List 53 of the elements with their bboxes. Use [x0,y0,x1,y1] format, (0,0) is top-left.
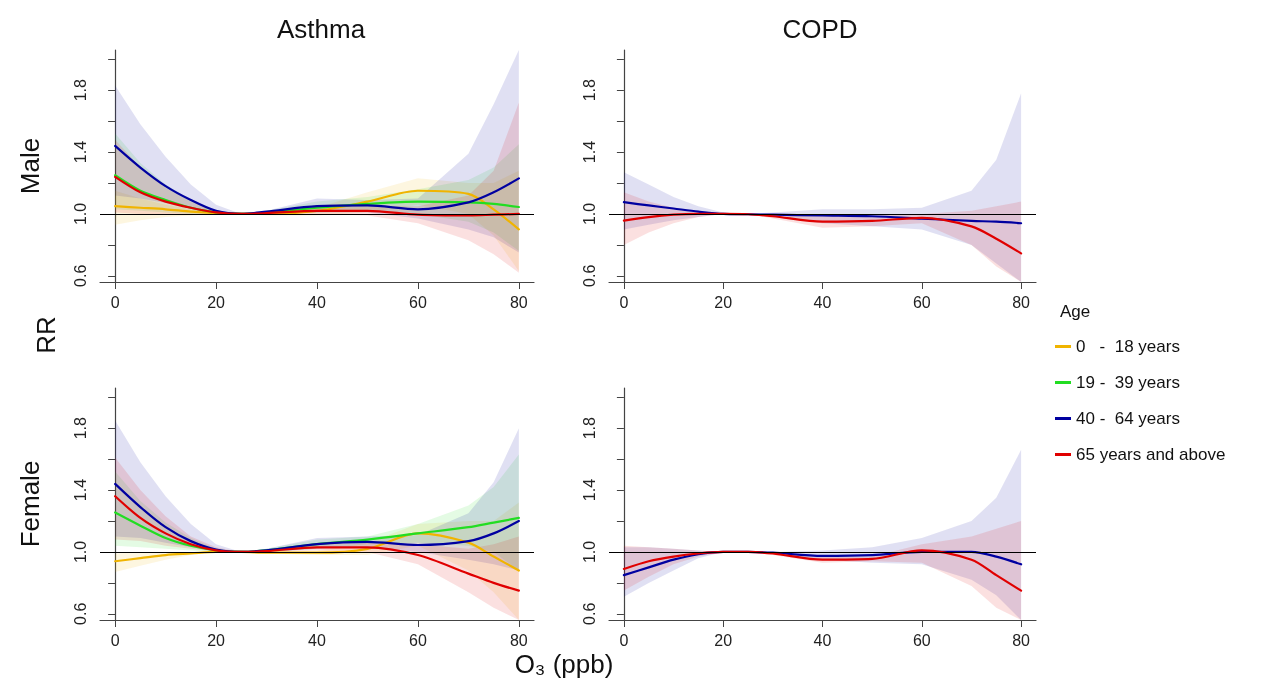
x-tick-label: 80 [509,631,528,649]
text: RR [31,316,61,354]
line-series [622,212,1023,255]
y-axis-title: Male [15,137,45,195]
x-tick-label: 80 [509,293,528,311]
x-tick-label: 60 [912,293,931,311]
line-series [114,532,520,572]
y-tick-label: 1.8 [580,416,598,440]
y-tick-label: 1.4 [71,478,89,502]
x-tick-label: 0 [110,293,120,311]
line-series [114,495,520,592]
line-series [114,482,520,554]
x-tick-label: 40 [308,631,326,649]
x-tick-label: 40 [813,293,832,311]
y-tick-label: 0.6 [71,264,89,287]
x-tick-label: 40 [813,631,832,649]
y-tick-label: 1.4 [71,140,89,164]
y-tick-label: 1.0 [71,540,89,564]
legend-label: 65 years and above [1076,445,1226,464]
x-tick-label: 60 [409,293,427,311]
y-tick-label: 0.6 [580,264,598,287]
y-tick-label: 1.4 [580,478,598,502]
x-tick-label: 60 [912,631,931,649]
x-axis-title: O₃ (ppb) [514,649,614,679]
y-tick-label: 1.0 [580,202,598,226]
y-tick-label: 0.6 [580,602,598,625]
line-series [622,549,1023,592]
legend-label: 19 - 39 years [1076,373,1180,392]
y-tick-label: 1.8 [580,78,598,102]
x-tick-label: 20 [714,293,733,311]
x-tick-label: 20 [207,631,226,649]
y-tick-label: 1.4 [580,140,598,164]
legend-title: Age [1060,302,1091,321]
y-tick-label: 0.6 [71,602,89,625]
x-tick-label: 20 [207,293,226,311]
y-tick-label: 1.0 [71,202,89,226]
chart-title: Asthma [277,14,366,44]
y-axis-title: Female [15,460,45,548]
x-tick-label: 0 [110,631,120,649]
x-tick-label: 80 [1012,631,1031,649]
line-series [114,144,520,216]
x-tick-label: 40 [308,293,326,311]
legend-label: 0 - 18 years [1076,337,1180,356]
legend-label: 40 - 64 years [1076,409,1180,428]
x-tick-label: 20 [714,631,733,649]
y-tick-label: 1.0 [580,540,598,564]
x-tick-label: 60 [409,631,427,649]
chart-title: COPD [782,14,858,44]
x-tick-label: 80 [1012,293,1031,311]
y-tick-label: 1.8 [71,416,89,440]
x-tick-label: 0 [619,293,629,311]
x-tick-label: 0 [619,631,629,649]
y-tick-label: 1.8 [71,78,89,102]
